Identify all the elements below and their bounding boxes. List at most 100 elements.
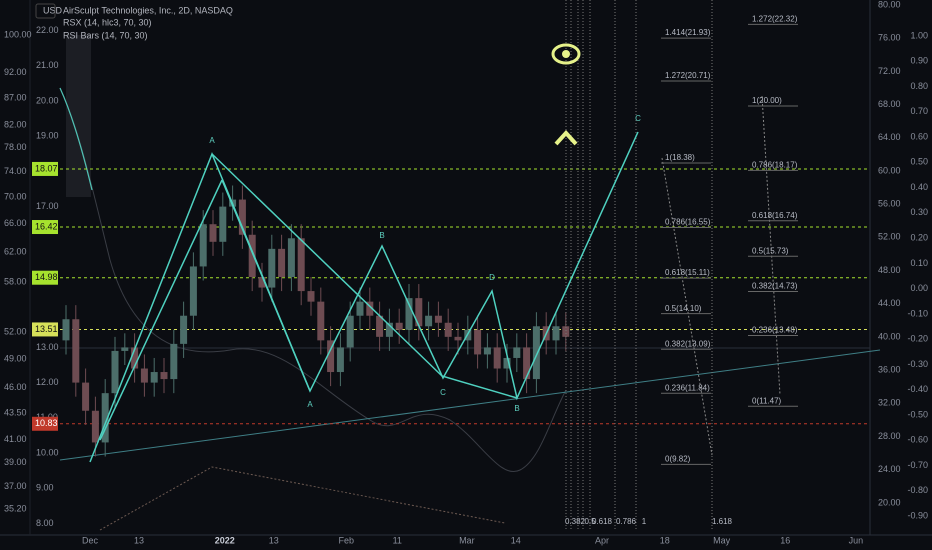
fib-label: 1.414(21.93) [665,28,711,37]
eye-icon[interactable] [551,43,581,65]
candle-body [483,347,491,355]
candle-body [336,347,344,373]
candle-body [287,238,295,278]
osc-tick-label: -0.10 [907,308,928,318]
candle-body [513,347,521,358]
candle-body [415,298,423,327]
pattern-line [99,179,223,441]
fib-label: 0.618(16.74) [752,211,798,220]
candle-body [140,368,148,383]
x-tick-label: 18 [660,535,670,545]
candle-body [405,298,413,330]
x-tick-label: 14 [511,535,521,545]
currency: USD [43,5,63,15]
osc-tick-label: 1.00 [910,30,928,40]
fib-label: 0.236(13.48) [752,326,798,335]
candle-body [82,382,90,411]
x-tick-label: Jun [849,535,864,545]
candle-body [366,301,374,316]
fib-label: 1.272(22.32) [752,14,798,23]
osc-tick-label: -0.30 [907,359,928,369]
y-tick-label: 13.00 [36,342,59,352]
osc-tick-label: 0.40 [910,182,928,192]
left-tick-label: 43.50 [4,407,27,417]
candle-body [327,340,335,373]
osc-tick-label: 0.60 [910,131,928,141]
rsx-line [59,87,93,191]
currency-box [35,3,56,19]
pattern-label: A [307,400,313,409]
candle-body [268,248,276,288]
right-tick-label: 48.00 [878,265,901,275]
candle-body [278,248,286,278]
right-tick-label: 60.00 [878,165,901,175]
time-fib-label: 0.382 [565,517,586,526]
legend-indicator: RSI Bars (14, 70, 30) [63,30,148,40]
x-tick-label: 2022 [215,535,235,545]
right-tick-label: 56.00 [878,199,901,209]
left-tick-label: 39.00 [4,457,27,467]
y-tick-label: 20.00 [36,95,59,105]
candle-body [385,322,393,337]
level-tag [32,270,58,285]
candle-body [454,336,462,341]
fib-trend [761,95,781,396]
time-fib-label: 1 [642,517,647,526]
right-tick-label: 32.00 [878,398,901,408]
level-label: 18.07 [35,163,58,173]
candle-body [346,315,354,348]
osc-tick-label: 0.20 [910,233,928,243]
candle-body [91,410,99,443]
candle-body [131,347,139,369]
right-tick-label: 72.00 [878,66,901,76]
candle-body [258,277,266,288]
level-tag [32,161,58,176]
candle-body [552,326,560,341]
osc-tick-label: 0.50 [910,157,928,167]
right-tick-label: 52.00 [878,232,901,242]
candle-body [121,347,129,351]
level-tag [32,220,58,235]
candle-body [189,266,197,316]
x-tick-label: Apr [595,535,609,545]
left-tick-label: 35.20 [4,503,27,513]
level-label: 10.83 [35,418,58,428]
dotted-line [99,466,506,531]
osc-tick-label: 0.10 [910,258,928,268]
candle-body [170,343,178,380]
fib-label: 0.786(16.55) [665,218,711,227]
osc-tick-label: 0.30 [910,207,928,217]
candle-body [209,224,217,242]
y-tick-label: 21.00 [36,60,59,70]
candle-body [180,315,188,344]
time-fib-label: 0.618 [592,517,613,526]
right-tick-label: 68.00 [878,99,901,109]
candle-body [248,234,256,278]
right-tick-label: 76.00 [878,33,901,43]
candle-body [474,329,482,355]
fib-label: 0.5(15.73) [752,246,789,255]
osc-tick-label: -0.50 [907,409,928,419]
candle-body [219,206,227,242]
right-tick-label: 28.00 [878,431,901,441]
candle-body [444,322,452,337]
candle-body [101,393,109,443]
candle-body [62,319,70,341]
pattern-label: B [514,404,519,413]
y-tick-label: 22.00 [36,25,59,35]
candle-body [562,326,570,337]
y-tick-label: 17.00 [36,201,59,211]
x-tick-label: Dec [82,535,99,545]
time-fib-label: 0.786 [616,517,637,526]
rsx-line [59,87,567,473]
fib-label: 1.272(20.71) [665,71,711,80]
x-tick-label: 16 [780,535,790,545]
osc-tick-label: 0.00 [910,283,928,293]
osc-tick-label: -0.80 [907,485,928,495]
pattern-label: A [209,136,215,145]
left-tick-label: 41.00 [4,434,27,444]
candle-body [72,319,80,383]
x-tick-label: Mar [459,535,475,545]
candle-body [425,315,433,327]
